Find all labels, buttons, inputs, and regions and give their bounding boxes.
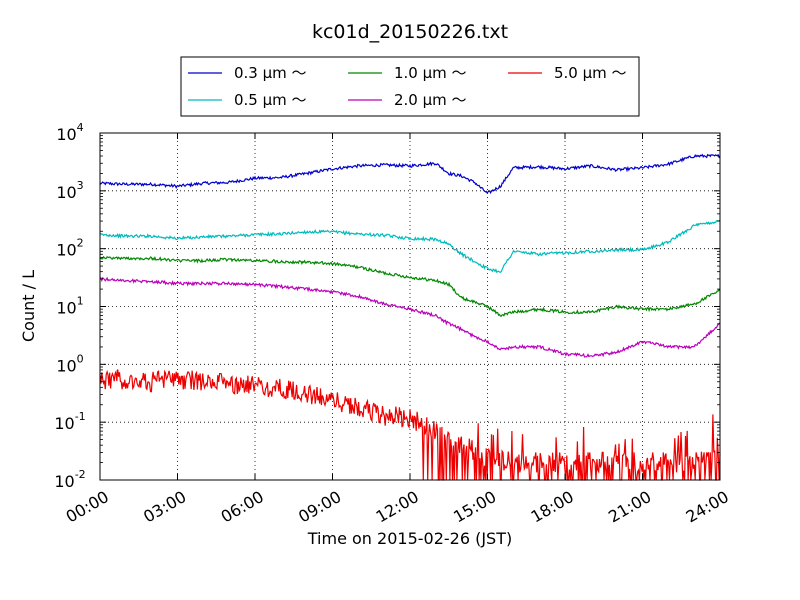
grid-lines [100, 133, 720, 480]
y-tick-label: 102 [56, 237, 83, 260]
legend-label: 0.5 μm ～ [234, 91, 307, 109]
x-tick-label: 09:00 [295, 487, 344, 527]
x-tick-label: 06:00 [218, 487, 267, 527]
series-line [99, 153, 721, 195]
x-tick-label: 18:00 [528, 487, 577, 527]
y-tick-label: 101 [56, 295, 83, 318]
legend-label: 0.3 μm ～ [234, 64, 307, 82]
y-tick-label: 10-1 [54, 410, 85, 433]
y-tick-label: 104 [56, 121, 83, 144]
y-tick-label: 100 [56, 352, 83, 375]
legend: 0.3 μm ～ 0.5 μm ～ 1.0 μm ～ 2.0 μm ～ 5.0 μm ～ [180, 56, 640, 117]
y-axis-label: Count / L [19, 270, 38, 342]
y-tick-label: 10-2 [54, 468, 85, 491]
chart-title: kc01d_20150226.txt [312, 21, 508, 43]
legend-label: 1.0 μm ～ [394, 64, 467, 82]
x-tick-label: 15:00 [450, 487, 499, 527]
series-lines [99, 153, 721, 481]
legend-label: 5.0 μm ～ [554, 64, 627, 82]
x-tick-label: 21:00 [605, 487, 654, 527]
x-tick-label: 24:00 [683, 487, 732, 527]
y-tick-label: 103 [56, 179, 83, 202]
series-line [99, 276, 721, 358]
y-axis-ticks: 10-2 10-1 100 101 102 103 104 [54, 121, 720, 491]
legend-label: 2.0 μm ～ [394, 91, 467, 109]
x-tick-label: 00:00 [63, 487, 112, 527]
series-line [99, 219, 721, 274]
legend-box [180, 56, 640, 117]
series-line [99, 255, 721, 317]
x-tick-label: 12:00 [373, 487, 422, 527]
x-tick-label: 03:00 [140, 487, 189, 527]
series-line [99, 369, 721, 481]
x-axis-label: Time on 2015-02-26 (JST) [307, 529, 512, 548]
